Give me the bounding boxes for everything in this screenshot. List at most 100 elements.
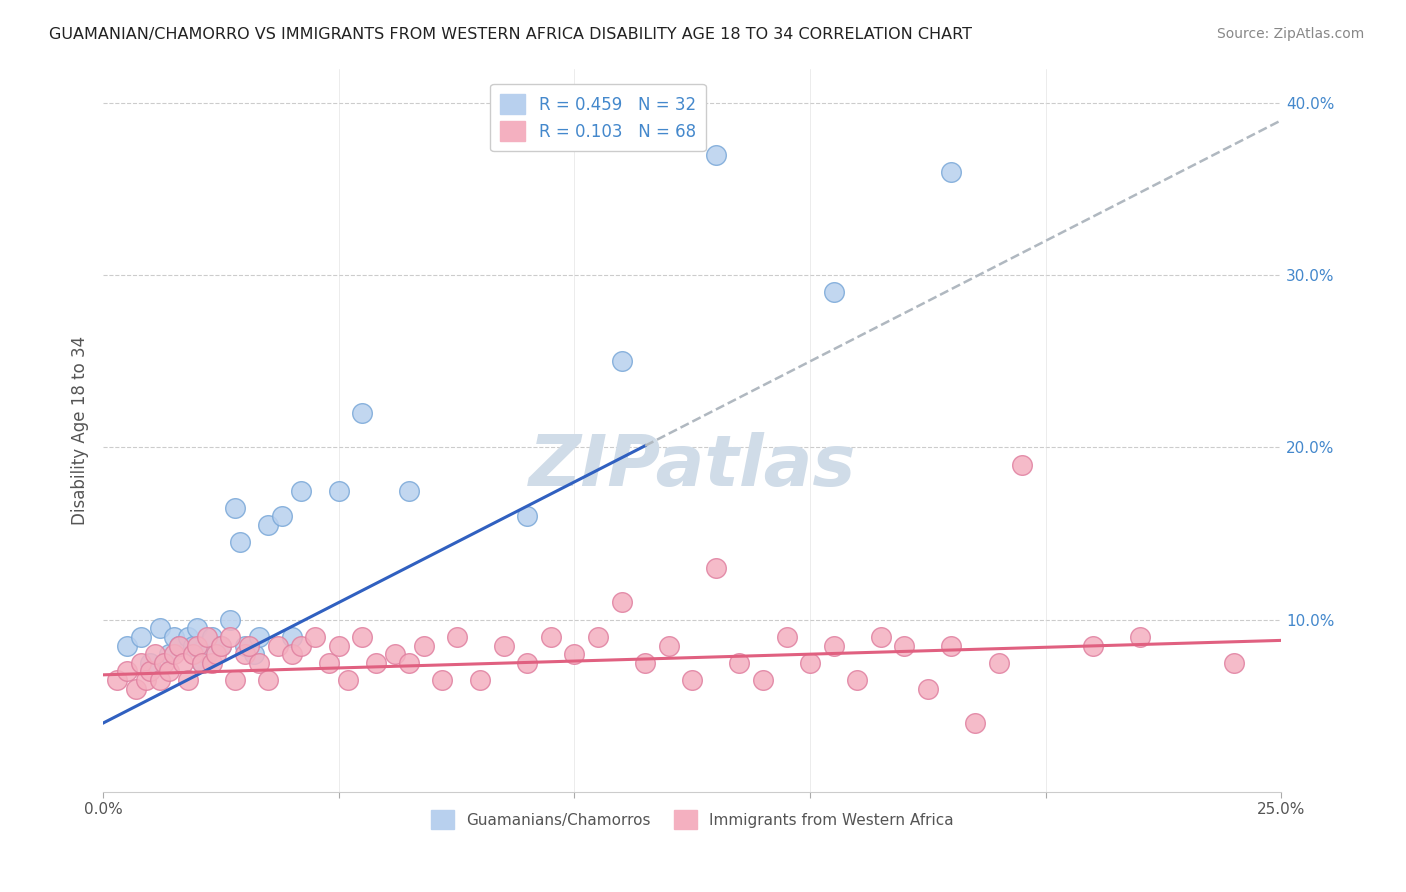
Point — [516, 656, 538, 670]
Point — [257, 673, 280, 687]
Point — [115, 639, 138, 653]
Point — [352, 406, 374, 420]
Point — [304, 630, 326, 644]
Point — [516, 509, 538, 524]
Point — [200, 630, 222, 644]
Point — [233, 647, 256, 661]
Point — [398, 656, 420, 670]
Point — [704, 561, 727, 575]
Point — [219, 630, 242, 644]
Point — [186, 639, 208, 653]
Point — [352, 630, 374, 644]
Point — [224, 673, 246, 687]
Point — [728, 656, 751, 670]
Point — [1011, 458, 1033, 472]
Point — [658, 639, 681, 653]
Point — [224, 500, 246, 515]
Point — [105, 673, 128, 687]
Point — [163, 647, 186, 661]
Y-axis label: Disability Age 18 to 34: Disability Age 18 to 34 — [72, 335, 89, 524]
Point — [1223, 656, 1246, 670]
Point — [149, 673, 172, 687]
Point — [143, 647, 166, 661]
Point — [233, 639, 256, 653]
Point — [200, 656, 222, 670]
Point — [229, 535, 252, 549]
Point — [752, 673, 775, 687]
Point — [941, 639, 963, 653]
Point — [177, 673, 200, 687]
Point — [209, 639, 232, 653]
Point — [290, 639, 312, 653]
Text: GUAMANIAN/CHAMORRO VS IMMIGRANTS FROM WESTERN AFRICA DISABILITY AGE 18 TO 34 COR: GUAMANIAN/CHAMORRO VS IMMIGRANTS FROM WE… — [49, 27, 972, 42]
Point — [177, 630, 200, 644]
Point — [139, 656, 162, 670]
Point — [610, 595, 633, 609]
Point — [540, 630, 562, 644]
Point — [243, 647, 266, 661]
Point — [366, 656, 388, 670]
Point — [492, 639, 515, 653]
Point — [328, 483, 350, 498]
Point — [412, 639, 434, 653]
Point — [157, 665, 180, 679]
Point — [149, 621, 172, 635]
Point — [167, 639, 190, 653]
Point — [318, 656, 340, 670]
Point — [634, 656, 657, 670]
Point — [219, 613, 242, 627]
Point — [823, 639, 845, 653]
Text: ZIPatlas: ZIPatlas — [529, 432, 856, 501]
Point — [290, 483, 312, 498]
Point — [247, 656, 270, 670]
Point — [384, 647, 406, 661]
Point — [432, 673, 454, 687]
Point — [610, 354, 633, 368]
Point — [139, 665, 162, 679]
Point — [446, 630, 468, 644]
Point — [186, 621, 208, 635]
Point — [941, 165, 963, 179]
Point — [704, 147, 727, 161]
Point — [280, 647, 302, 661]
Point — [191, 656, 214, 670]
Point — [247, 630, 270, 644]
Point — [963, 716, 986, 731]
Point — [115, 665, 138, 679]
Point — [195, 647, 218, 661]
Point — [129, 656, 152, 670]
Point — [328, 639, 350, 653]
Point — [209, 639, 232, 653]
Point — [337, 673, 360, 687]
Point — [266, 639, 288, 653]
Point — [135, 673, 157, 687]
Point — [271, 509, 294, 524]
Point — [775, 630, 797, 644]
Point — [681, 673, 703, 687]
Point — [172, 656, 194, 670]
Point — [470, 673, 492, 687]
Point — [205, 647, 228, 661]
Point — [181, 639, 204, 653]
Point — [191, 656, 214, 670]
Point — [846, 673, 869, 687]
Point — [564, 647, 586, 661]
Point — [157, 647, 180, 661]
Point — [917, 681, 939, 696]
Point — [987, 656, 1010, 670]
Point — [181, 647, 204, 661]
Point — [799, 656, 821, 670]
Point — [398, 483, 420, 498]
Point — [163, 630, 186, 644]
Point — [1081, 639, 1104, 653]
Point — [238, 639, 260, 653]
Point — [280, 630, 302, 644]
Point — [195, 630, 218, 644]
Point — [1129, 630, 1152, 644]
Point — [257, 518, 280, 533]
Point — [893, 639, 915, 653]
Legend: Guamanians/Chamorros, Immigrants from Western Africa: Guamanians/Chamorros, Immigrants from We… — [425, 804, 959, 835]
Point — [153, 656, 176, 670]
Point — [125, 681, 148, 696]
Point — [586, 630, 609, 644]
